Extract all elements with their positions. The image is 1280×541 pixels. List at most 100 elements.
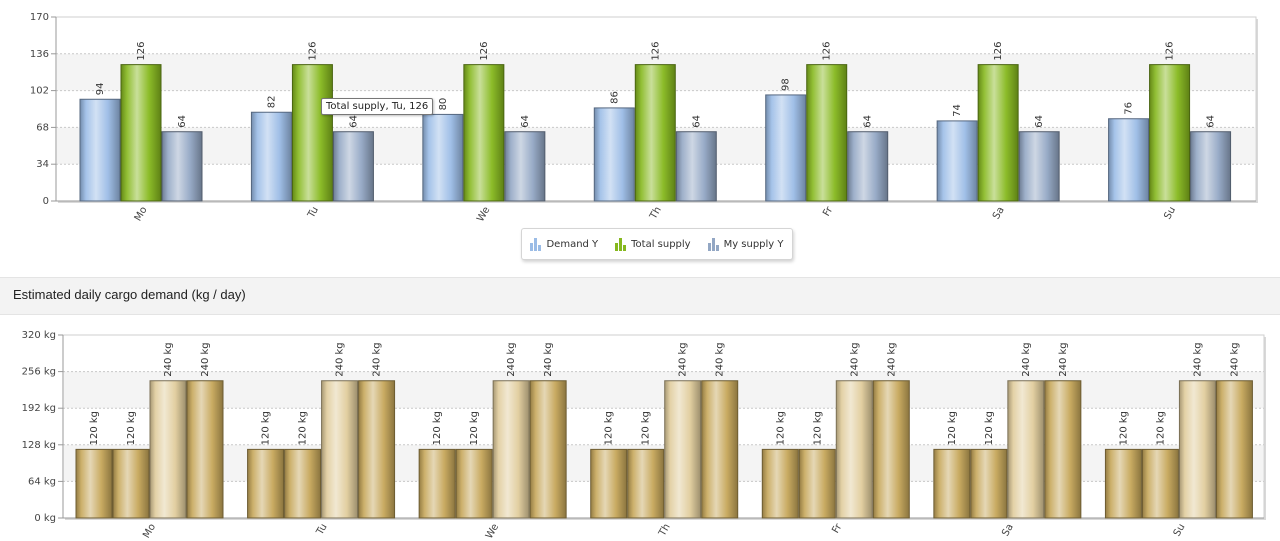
bar [977,64,1019,202]
data-label: 126 [307,42,318,61]
bar [463,64,505,202]
x-tick-label: Mo [133,205,150,223]
legend-entry[interactable]: My supply Y [707,237,784,251]
data-label: 240 kg [372,342,383,376]
bar-chart-icon [615,237,627,251]
data-label: 80 [438,98,449,111]
bar [1104,448,1142,519]
bar [1149,64,1191,202]
x-tick-label: Sa [991,205,1007,221]
data-label: 240 kg [678,342,689,376]
data-label: 64 [691,115,702,128]
bar [284,448,322,519]
bar [835,380,873,519]
bar [1007,380,1045,519]
bar [798,448,836,519]
data-label: 240 kg [886,342,897,376]
bar-chart-icon [530,237,542,251]
data-label: 120 kg [984,411,995,445]
bar [847,131,889,202]
x-tick-label: We [475,205,492,224]
bar [593,107,635,202]
bar [1108,118,1150,202]
bar [504,131,546,202]
data-label: 120 kg [298,411,309,445]
data-label: 126 [993,42,1004,61]
data-label: 240 kg [543,342,554,376]
bar [492,380,530,519]
bar [250,111,292,202]
y-tick-label: 34 [36,159,49,170]
bar [529,380,567,519]
data-label: 120 kg [1155,411,1166,445]
bar [120,64,162,202]
bar [1018,131,1060,202]
y-tick-label: 128 kg [22,440,56,451]
data-label: 240 kg [200,342,211,376]
bar-chart-icon [707,237,719,251]
bar [422,113,464,202]
x-tick-label: Fr [830,521,845,535]
x-tick-label: Su [1172,522,1188,538]
bar [149,380,187,519]
data-label: 76 [1124,102,1135,115]
x-tick-label: Tu [306,205,321,221]
bar [1044,380,1082,519]
legend-label: My supply Y [723,238,784,250]
data-label: 240 kg [1058,342,1069,376]
data-label: 240 kg [1192,342,1203,376]
data-label: 126 [136,42,147,61]
bar [247,448,285,519]
x-tick-label: Th [657,522,673,539]
section-header: Estimated daily cargo demand (kg / day) [0,277,1280,315]
legend-entry[interactable]: Demand Y [530,237,598,251]
data-label: 240 kg [715,342,726,376]
chart-legend: Demand Y Total supply My supply Y [521,228,793,260]
data-label: 120 kg [641,411,652,445]
bar [291,64,333,202]
data-label: 120 kg [126,411,137,445]
bar [701,380,739,519]
data-label: 126 [1165,42,1176,61]
data-label: 120 kg [812,411,823,445]
bar [455,448,493,519]
bar [765,94,807,202]
y-tick-label: 68 [36,122,49,133]
bar [761,448,799,519]
data-label: 120 kg [775,411,786,445]
data-label: 120 kg [947,411,958,445]
bar [664,380,702,519]
bar [75,448,113,519]
bar [627,448,665,519]
y-tick-label: 320 kg [22,330,56,341]
legend-entry[interactable]: Total supply [615,237,691,251]
data-label: 240 kg [849,342,860,376]
y-tick-label: 170 [30,12,49,23]
y-tick-label: 0 [43,196,49,207]
bar [590,448,628,519]
data-label: 126 [650,42,661,61]
data-label: 126 [479,42,490,61]
bar [358,380,396,519]
x-tick-label: Su [1162,205,1178,221]
bar [1215,380,1253,519]
x-tick-label: Sa [1000,522,1016,538]
data-label: 120 kg [604,411,615,445]
y-tick-label: 0 kg [34,513,56,524]
data-label: 94 [95,83,106,96]
data-label: 120 kg [432,411,443,445]
bar [675,131,717,202]
x-tick-label: Th [648,205,664,222]
data-label: 126 [822,42,833,61]
bar [1141,448,1179,519]
legend-label: Total supply [631,238,691,250]
bar [933,448,971,519]
y-tick-label: 256 kg [22,367,56,378]
data-label: 120 kg [469,411,480,445]
bar [1178,380,1216,519]
data-label: 82 [266,96,277,109]
bar [332,131,374,202]
data-label: 120 kg [261,411,272,445]
y-tick-label: 136 [30,49,49,60]
legend-label: Demand Y [546,238,599,250]
